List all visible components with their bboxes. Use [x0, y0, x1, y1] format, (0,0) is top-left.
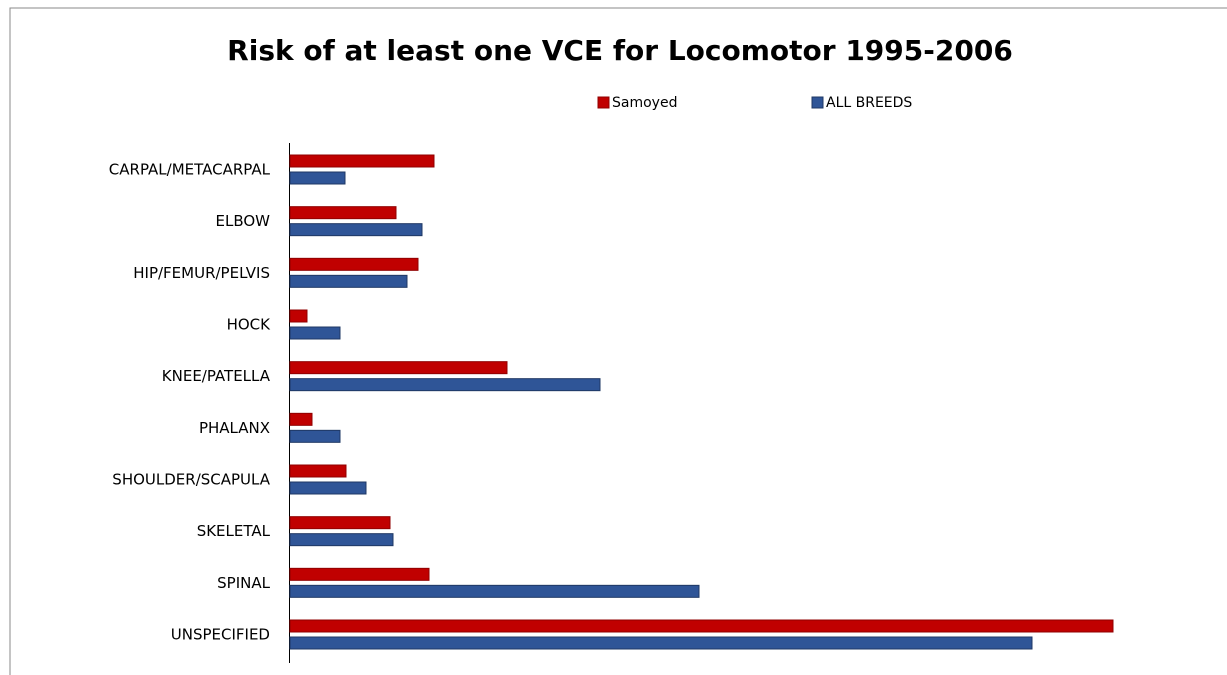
y-tick-label: HIP/FEMUR/PELVIS: [133, 264, 270, 282]
bar: [289, 584, 700, 598]
bar: [289, 378, 601, 392]
legend-swatch: [597, 96, 610, 109]
bar: [289, 171, 346, 185]
legend-label: Samoyed: [612, 95, 677, 111]
legend-label: ALL BREEDS: [826, 95, 912, 111]
bar: [289, 464, 347, 478]
bar: [289, 516, 391, 530]
y-tick-label: PHALANX: [199, 419, 270, 437]
bar: [289, 361, 508, 375]
y-tick-label: SPINAL: [217, 574, 270, 592]
y-tick-label: ELBOW: [216, 212, 271, 230]
bar: [289, 274, 408, 288]
legend-swatch: [811, 96, 824, 109]
y-tick-label: CARPAL/METACARPAL: [109, 161, 271, 179]
bar: [289, 533, 394, 547]
bar: [289, 223, 423, 237]
y-tick-label: SKELETAL: [197, 522, 271, 540]
y-tick-label: UNSPECIFIED: [171, 626, 270, 644]
chart-frame: [9, 7, 1227, 675]
bar: [289, 567, 430, 581]
bar: [289, 636, 1033, 650]
y-tick-label: KNEE/PATELLA: [162, 367, 271, 385]
y-tick-label: HOCK: [227, 316, 272, 334]
bar: [289, 429, 341, 443]
bar: [289, 326, 341, 340]
bar: [289, 481, 367, 495]
bar: [289, 412, 313, 426]
bar: [289, 154, 435, 168]
bar: [289, 257, 419, 271]
bar: [289, 206, 397, 220]
bar: [289, 309, 308, 323]
chart-title: Risk of at least one VCE for Locomotor 1…: [227, 34, 1013, 67]
bar: [289, 619, 1114, 633]
y-tick-label: SHOULDER/SCAPULA: [112, 471, 270, 489]
